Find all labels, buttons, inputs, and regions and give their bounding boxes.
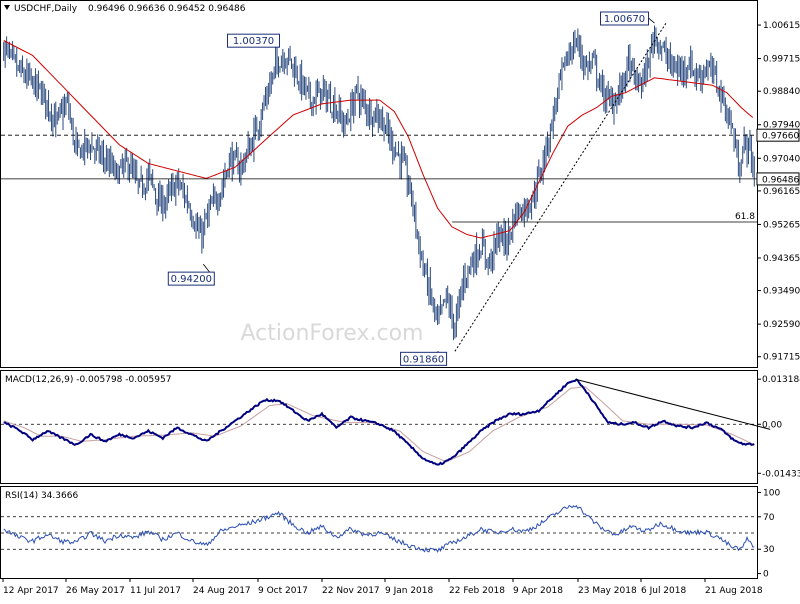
moving-average-line bbox=[3, 40, 754, 239]
y-tick-label: 0.99715 bbox=[763, 55, 800, 65]
annotation-box bbox=[599, 11, 649, 26]
y-tick-label: 0.96165 bbox=[763, 187, 800, 197]
y-tick-label: 0.98840 bbox=[763, 87, 800, 97]
x-tick-label: 12 Apr 2017 bbox=[3, 586, 59, 596]
macd-panel-frame bbox=[0, 370, 758, 484]
x-tick-label: 9 Oct 2017 bbox=[258, 586, 308, 596]
annotation-label: 0.91860 bbox=[403, 354, 444, 365]
macd-y-tick-label: 0.013184 bbox=[762, 375, 800, 385]
annotation-leader bbox=[648, 17, 655, 24]
ohlc-values: 0.96496 0.96636 0.96452 0.96486 bbox=[88, 4, 246, 14]
y-tick-label: 1.00615 bbox=[763, 21, 800, 31]
annotation-label: 0.94200 bbox=[171, 274, 212, 285]
price-annotation: 0.94200 bbox=[167, 263, 215, 286]
y-tick-label: 0.97940 bbox=[763, 121, 800, 131]
macd-layer bbox=[1, 378, 771, 466]
annotation-label: 1.00670 bbox=[604, 14, 645, 25]
price-bars bbox=[3, 25, 755, 341]
rsi-title: RSI(14) 34.3666 bbox=[5, 491, 78, 501]
x-tick-label: 22 Feb 2018 bbox=[449, 586, 505, 596]
rsi-y-tick-label: 30 bbox=[763, 545, 775, 555]
annotation-box bbox=[226, 33, 280, 48]
y-tick-label: 0.92590 bbox=[763, 320, 800, 330]
axis-layer: 1.00615 0.99715 0.98840 0.97940 0.97040 0.961… bbox=[2, 21, 800, 596]
rsi-line bbox=[3, 504, 755, 553]
price-annotation: 1.00370 bbox=[226, 33, 280, 48]
price-annotation: 1.00670 bbox=[599, 11, 655, 26]
y-tick-label: 0.97040 bbox=[763, 154, 800, 164]
rsi-panel-frame bbox=[0, 486, 758, 579]
price-tag-label: 0.97660 bbox=[762, 132, 799, 142]
fib-label: 61.8 bbox=[735, 212, 755, 222]
symbol-label: USDCHF,Daily bbox=[14, 4, 78, 14]
uptrend-line bbox=[454, 22, 667, 352]
price-tag-box bbox=[756, 128, 800, 142]
y-tick-label: 0.95265 bbox=[763, 220, 800, 230]
rsi-y-tick-label: 100 bbox=[763, 488, 780, 498]
price-annotation: 0.91860 bbox=[400, 351, 448, 366]
dropdown-triangle-icon[interactable] bbox=[4, 5, 10, 10]
price-tag-box bbox=[756, 172, 800, 186]
x-tick-label: 26 May 2017 bbox=[66, 586, 125, 596]
y-tick-label: 0.94365 bbox=[763, 254, 800, 264]
macd-line bbox=[3, 378, 755, 466]
annotation-box bbox=[167, 271, 215, 286]
x-tick-label: 11 Jul 2017 bbox=[130, 586, 181, 596]
x-tick-label: 6 Jul 2018 bbox=[641, 586, 686, 596]
macd-trendline bbox=[576, 378, 771, 430]
rsi-layer bbox=[1, 504, 757, 553]
rsi-y-tick-label: 0 bbox=[763, 570, 769, 580]
x-tick-label: 23 May 2018 bbox=[578, 586, 637, 596]
x-tick-label: 9 Apr 2018 bbox=[513, 586, 563, 596]
annotation-label: 1.00370 bbox=[233, 36, 274, 47]
rsi-y-tick-label: 70 bbox=[763, 513, 775, 523]
price-layer: 1.00370 0.94200 1.00670 0.91860 61.8 bbox=[1, 11, 757, 366]
y-tick-label: 0.91715 bbox=[763, 353, 800, 363]
x-tick-label: 21 Aug 2018 bbox=[705, 586, 763, 596]
macd-y-tick-label: -0.014339 bbox=[762, 469, 800, 479]
annotation-box bbox=[400, 351, 448, 366]
macd-y-tick-label: 0.00 bbox=[762, 420, 782, 430]
watermark: ActionForex.com bbox=[241, 321, 424, 346]
x-tick-label: 9 Jan 2018 bbox=[385, 586, 433, 596]
x-tick-label: 24 Aug 2017 bbox=[193, 586, 251, 596]
macd-title: MACD(12,26,9) -0.005798 -0.005957 bbox=[5, 375, 171, 385]
x-tick-label: 22 Nov 2017 bbox=[322, 586, 380, 596]
y-tick-label: 0.93490 bbox=[763, 287, 800, 297]
price-tag-label: 0.96486 bbox=[762, 175, 799, 185]
